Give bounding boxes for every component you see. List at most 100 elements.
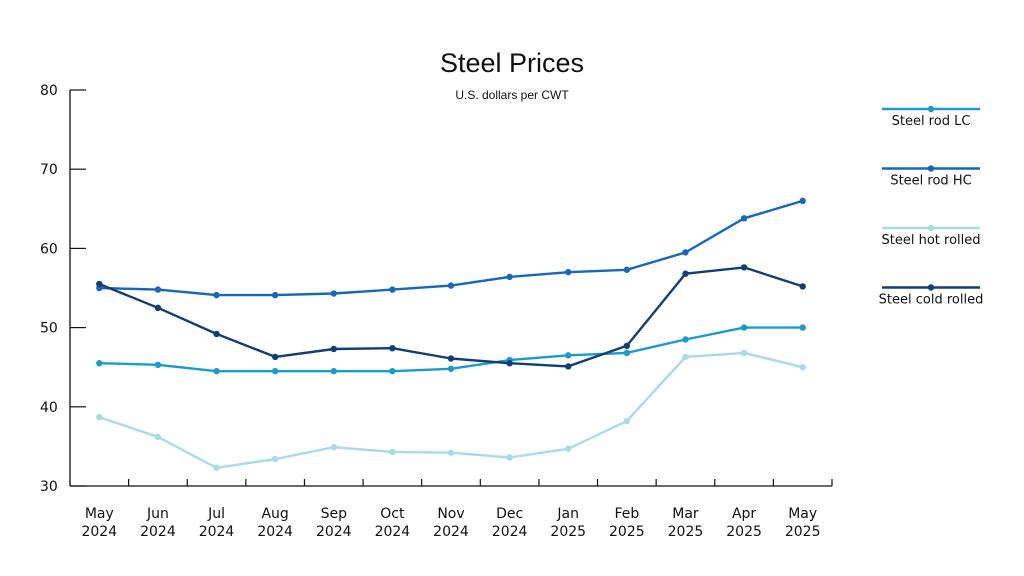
chart-subtitle: U.S. dollars per CWT xyxy=(455,88,569,102)
data-point xyxy=(799,197,806,205)
data-point xyxy=(623,266,631,273)
data-point xyxy=(96,280,103,288)
x-tick-label-month: Jan xyxy=(556,506,579,522)
x-tick-label-month: Aug xyxy=(261,506,288,522)
data-point xyxy=(154,361,162,369)
x-tick-label-year: 2024 xyxy=(81,524,117,540)
data-point xyxy=(623,417,631,425)
x-tick-label-year: 2025 xyxy=(609,524,645,540)
y-tick-label: 40 xyxy=(40,400,58,416)
y-tick-label: 30 xyxy=(40,479,58,495)
x-tick-label-month: May xyxy=(85,506,114,522)
series-steel-rod-lc xyxy=(96,324,806,375)
data-point xyxy=(389,367,396,375)
legend-swatch-point xyxy=(927,284,935,291)
data-point xyxy=(271,455,279,463)
data-point xyxy=(447,282,455,289)
series-steel-cold-rolled xyxy=(96,264,806,370)
data-point xyxy=(799,283,806,290)
legend-item: Steel cold rolled xyxy=(879,284,984,308)
data-point xyxy=(271,353,279,361)
data-point xyxy=(740,215,748,222)
y-tick-label: 70 xyxy=(40,162,58,178)
x-tick-label-month: May xyxy=(788,506,817,522)
legend-swatch-point xyxy=(927,165,935,172)
x-tick-label-month: Mar xyxy=(672,506,699,522)
series-line xyxy=(98,266,804,368)
data-point xyxy=(389,344,396,352)
x-tick-label-year: 2024 xyxy=(433,524,469,540)
x-tick-label-year: 2025 xyxy=(550,524,586,540)
x-tick-label-year: 2024 xyxy=(375,524,411,540)
data-point xyxy=(213,330,220,338)
y-tick-label: 50 xyxy=(40,321,58,337)
legend-label: Steel hot rolled xyxy=(882,233,981,248)
legend-swatch-point xyxy=(927,105,935,113)
series-steel-rod-hc xyxy=(96,197,806,299)
x-tick-label-month: Oct xyxy=(380,506,405,522)
chart-title: Steel Prices xyxy=(440,48,584,78)
chart-series xyxy=(96,197,806,471)
legend-label: Steel cold rolled xyxy=(879,293,984,308)
data-point xyxy=(506,454,513,461)
x-tick-label-year: 2024 xyxy=(199,524,235,540)
x-tick-label-year: 2024 xyxy=(492,524,528,540)
data-point xyxy=(271,367,279,375)
x-tick-label-year: 2024 xyxy=(316,524,352,540)
series-line xyxy=(98,199,804,297)
data-point xyxy=(682,336,689,343)
data-point xyxy=(623,349,631,357)
y-tick-label: 80 xyxy=(40,83,58,99)
data-point xyxy=(682,270,689,277)
data-point xyxy=(565,268,572,276)
x-tick-label-month: Jul xyxy=(207,506,225,522)
data-point xyxy=(154,304,162,311)
series-steel-hot-rolled xyxy=(96,349,806,471)
data-point xyxy=(565,363,572,370)
data-point xyxy=(330,345,337,353)
data-point xyxy=(623,342,631,350)
data-point xyxy=(447,365,455,372)
data-point xyxy=(271,291,279,299)
x-tick-label-year: 2025 xyxy=(726,524,762,540)
data-point xyxy=(154,286,162,293)
chart-legend: Steel rod LC Steel rod HC Steel hot rolled… xyxy=(879,105,984,308)
x-tick-label-year: 2024 xyxy=(140,524,176,540)
x-tick-label-month: Jun xyxy=(146,506,169,522)
x-tick-label-year: 2025 xyxy=(785,524,821,540)
legend-item: Steel rod HC xyxy=(882,165,980,189)
data-point xyxy=(740,349,748,357)
data-point xyxy=(330,443,337,451)
data-point xyxy=(565,352,572,359)
data-point xyxy=(213,367,220,375)
y-tick-label: 60 xyxy=(40,241,58,257)
data-point xyxy=(682,353,689,361)
data-point xyxy=(154,433,162,441)
data-point xyxy=(799,364,806,371)
x-tick-label-month: Sep xyxy=(321,506,348,522)
data-point xyxy=(506,273,513,281)
data-point xyxy=(799,324,806,331)
x-tick-label-month: Nov xyxy=(437,506,464,522)
data-point xyxy=(565,445,572,452)
x-tick-label-month: Dec xyxy=(496,506,523,522)
chart-axes: 30 40 50 60 70 80 May 2024 Jun 2024 Jul 2024 Aug 2024… xyxy=(40,83,833,540)
x-tick-label-month: Apr xyxy=(732,506,756,522)
legend-label: Steel rod LC xyxy=(892,114,971,129)
data-point xyxy=(96,360,103,367)
x-tick-label-month: Feb xyxy=(614,506,639,522)
legend-swatch-point xyxy=(927,224,935,232)
data-point xyxy=(330,290,337,297)
data-point xyxy=(740,324,748,331)
data-point xyxy=(447,355,455,362)
series-line xyxy=(98,326,804,373)
x-tick-label-year: 2024 xyxy=(257,524,293,540)
data-point xyxy=(506,360,513,367)
x-tick-label-year: 2025 xyxy=(668,524,704,540)
data-point xyxy=(740,264,748,271)
legend-item: Steel hot rolled xyxy=(882,224,981,248)
data-point xyxy=(447,449,455,456)
data-point xyxy=(682,249,689,256)
data-point xyxy=(389,286,396,293)
